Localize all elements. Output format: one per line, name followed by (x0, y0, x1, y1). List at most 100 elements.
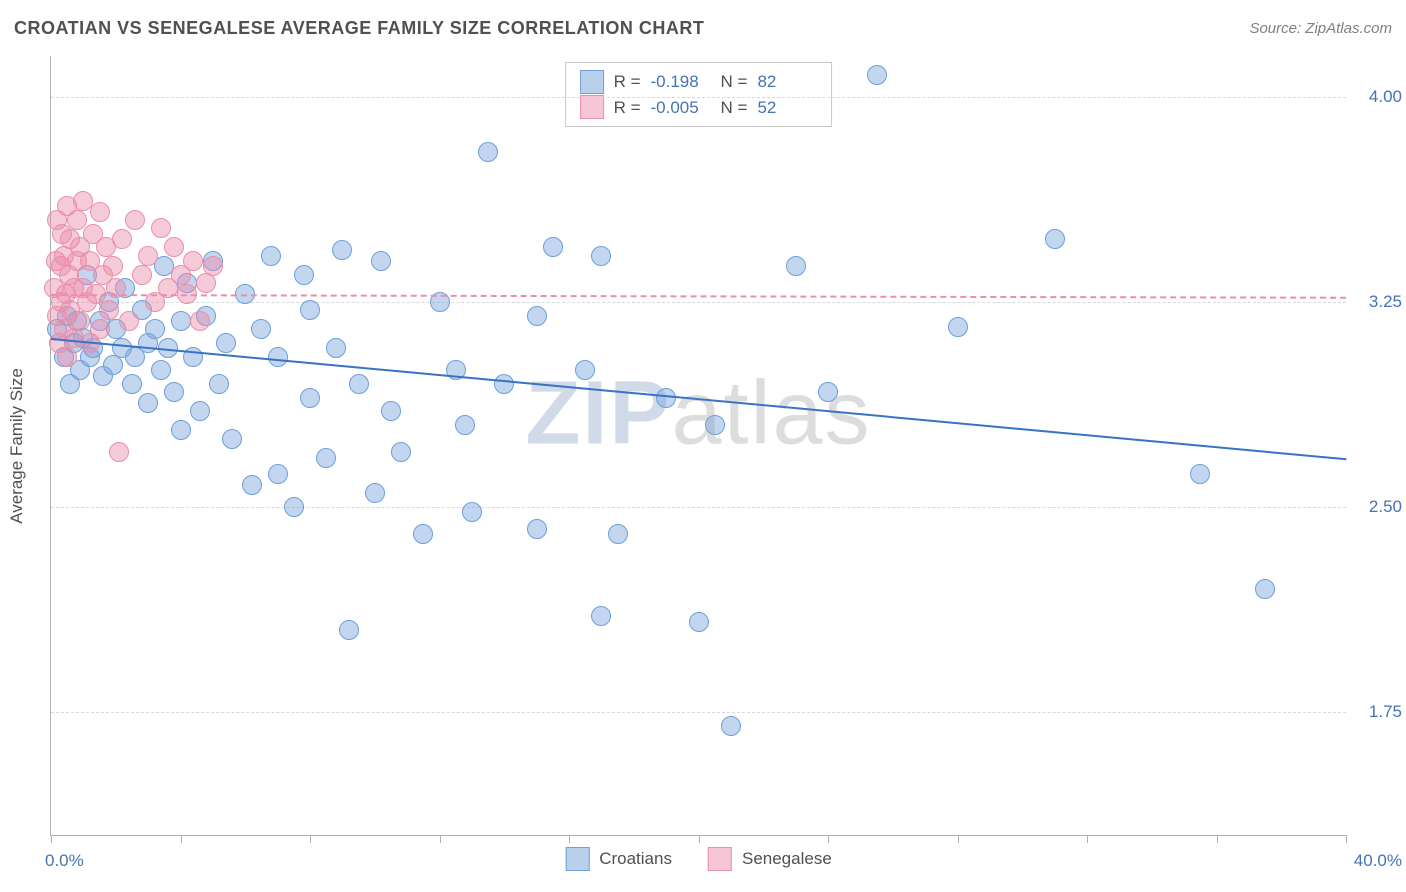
scatter-point (57, 347, 77, 367)
scatter-point (478, 142, 498, 162)
scatter-point (1045, 229, 1065, 249)
scatter-point (99, 300, 119, 320)
scatter-point (543, 237, 563, 257)
y-axis-title: Average Family Size (7, 368, 27, 524)
scatter-point (591, 606, 611, 626)
scatter-point (284, 497, 304, 517)
scatter-point (705, 415, 725, 435)
x-tick (569, 835, 570, 843)
scatter-point (90, 319, 110, 339)
source-label: Source: ZipAtlas.com (1249, 20, 1392, 37)
scatter-point (164, 382, 184, 402)
legend-label-croatians: Croatians (599, 849, 672, 869)
legend-item-croatians: Croatians (565, 847, 672, 871)
x-tick (440, 835, 441, 843)
scatter-point (171, 311, 191, 331)
x-tick (1217, 835, 1218, 843)
stats-row-senegalese: R = -0.005 N = 52 (580, 95, 818, 121)
scatter-point (332, 240, 352, 260)
scatter-point (164, 237, 184, 257)
scatter-point (455, 415, 475, 435)
n-value-1: 52 (757, 95, 817, 121)
scatter-point (494, 374, 514, 394)
scatter-point (575, 360, 595, 380)
scatter-point (1190, 464, 1210, 484)
scatter-point (326, 338, 346, 358)
scatter-point (689, 612, 709, 632)
legend-swatch-senegalese (708, 847, 732, 871)
trend-line (51, 338, 1346, 460)
y-tick-label: 1.75 (1369, 702, 1402, 722)
scatter-point (251, 319, 271, 339)
scatter-point (786, 256, 806, 276)
scatter-point (190, 401, 210, 421)
x-tick (1087, 835, 1088, 843)
scatter-point (70, 311, 90, 331)
scatter-point (300, 300, 320, 320)
scatter-point (151, 360, 171, 380)
r-value-1: -0.005 (651, 95, 711, 121)
n-value-0: 82 (757, 69, 817, 95)
stats-row-croatians: R = -0.198 N = 82 (580, 69, 818, 95)
scatter-point (294, 265, 314, 285)
x-tick (699, 835, 700, 843)
legend-label-senegalese: Senegalese (742, 849, 832, 869)
gridline-h (51, 712, 1346, 713)
scatter-point (112, 229, 132, 249)
swatch-senegalese (580, 95, 604, 119)
scatter-point (381, 401, 401, 421)
y-tick-label: 4.00 (1369, 87, 1402, 107)
scatter-point (90, 202, 110, 222)
scatter-point (365, 483, 385, 503)
scatter-point (242, 475, 262, 495)
x-tick (51, 835, 52, 843)
scatter-point (867, 65, 887, 85)
r-label-1: R = (614, 95, 641, 121)
scatter-point (122, 374, 142, 394)
gridline-h (51, 507, 1346, 508)
stats-legend: R = -0.198 N = 82 R = -0.005 N = 52 (565, 62, 833, 127)
scatter-point (119, 311, 139, 331)
scatter-point (203, 256, 223, 276)
scatter-point (268, 347, 288, 367)
n-label-1: N = (721, 95, 748, 121)
scatter-point (818, 382, 838, 402)
swatch-croatians (580, 70, 604, 94)
scatter-point (151, 218, 171, 238)
watermark-part1: ZIP (525, 364, 671, 464)
scatter-plot-area: ZIPatlas Average Family Size R = -0.198 … (50, 56, 1346, 836)
scatter-point (190, 311, 210, 331)
scatter-point (183, 251, 203, 271)
scatter-point (300, 388, 320, 408)
x-min-label: 0.0% (45, 851, 84, 871)
scatter-point (109, 442, 129, 462)
scatter-point (138, 246, 158, 266)
n-label-0: N = (721, 69, 748, 95)
scatter-point (371, 251, 391, 271)
y-tick-label: 3.25 (1369, 292, 1402, 312)
scatter-point (209, 374, 229, 394)
r-value-0: -0.198 (651, 69, 711, 95)
x-tick (958, 835, 959, 843)
x-tick (828, 835, 829, 843)
scatter-point (413, 524, 433, 544)
scatter-point (268, 464, 288, 484)
scatter-point (608, 524, 628, 544)
scatter-point (103, 256, 123, 276)
legend-item-senegalese: Senegalese (708, 847, 832, 871)
scatter-point (222, 429, 242, 449)
scatter-point (591, 246, 611, 266)
y-tick-label: 2.50 (1369, 497, 1402, 517)
x-tick (1346, 835, 1347, 843)
scatter-point (132, 265, 152, 285)
gridline-h (51, 97, 1346, 98)
scatter-point (171, 420, 191, 440)
x-max-label: 40.0% (1354, 851, 1402, 871)
watermark-part2: atlas (671, 364, 871, 464)
scatter-point (138, 393, 158, 413)
scatter-point (1255, 579, 1275, 599)
scatter-point (216, 333, 236, 353)
scatter-point (462, 502, 482, 522)
scatter-point (316, 448, 336, 468)
scatter-point (527, 306, 547, 326)
